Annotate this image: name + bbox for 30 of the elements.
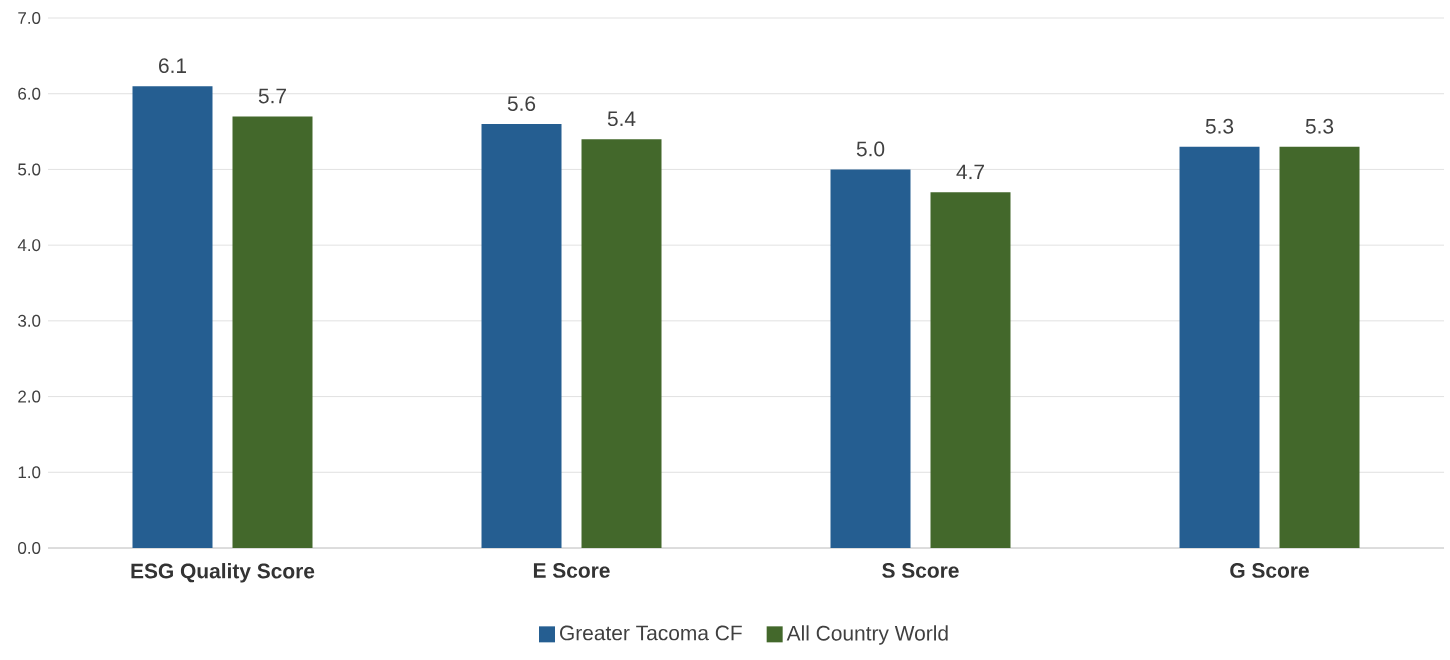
bar	[132, 86, 213, 548]
y-tick-label: 3.0	[18, 314, 41, 327]
data-label: 5.6	[507, 96, 536, 111]
data-label: 5.3	[1205, 118, 1234, 134]
data-label: 5.3	[1305, 118, 1334, 134]
legend-label: Greater Tacoma CF	[560, 625, 742, 641]
bar	[1179, 146, 1260, 548]
data-label: 5.0	[856, 141, 885, 157]
x-tick-label: E Score	[533, 563, 610, 578]
data-label: 5.7	[258, 88, 286, 104]
data-label: 5.4	[607, 111, 636, 127]
y-tick-label: 4.0	[17, 239, 41, 252]
y-tick-label: 7.0	[18, 12, 41, 24]
y-tick-label: 1.0	[18, 466, 41, 479]
y-tick-label: 2.0	[18, 390, 41, 403]
y-tick-label: 5.0	[18, 163, 41, 176]
legend-label: All Country World	[786, 625, 948, 645]
bar	[581, 139, 662, 548]
bar	[930, 192, 1011, 548]
x-tick-label: S Score	[882, 563, 959, 578]
bar	[232, 116, 313, 548]
bar	[830, 169, 911, 548]
data-label: 4.7	[956, 164, 984, 180]
bar	[1279, 146, 1360, 548]
bar	[481, 124, 562, 548]
y-tick-label: 0.0	[18, 542, 41, 554]
x-tick-label: G Score	[1230, 563, 1309, 578]
data-label: 6.1	[159, 58, 186, 74]
y-tick-label: 6.0	[18, 87, 41, 100]
x-tick-label: ESG Quality Score	[131, 563, 315, 583]
